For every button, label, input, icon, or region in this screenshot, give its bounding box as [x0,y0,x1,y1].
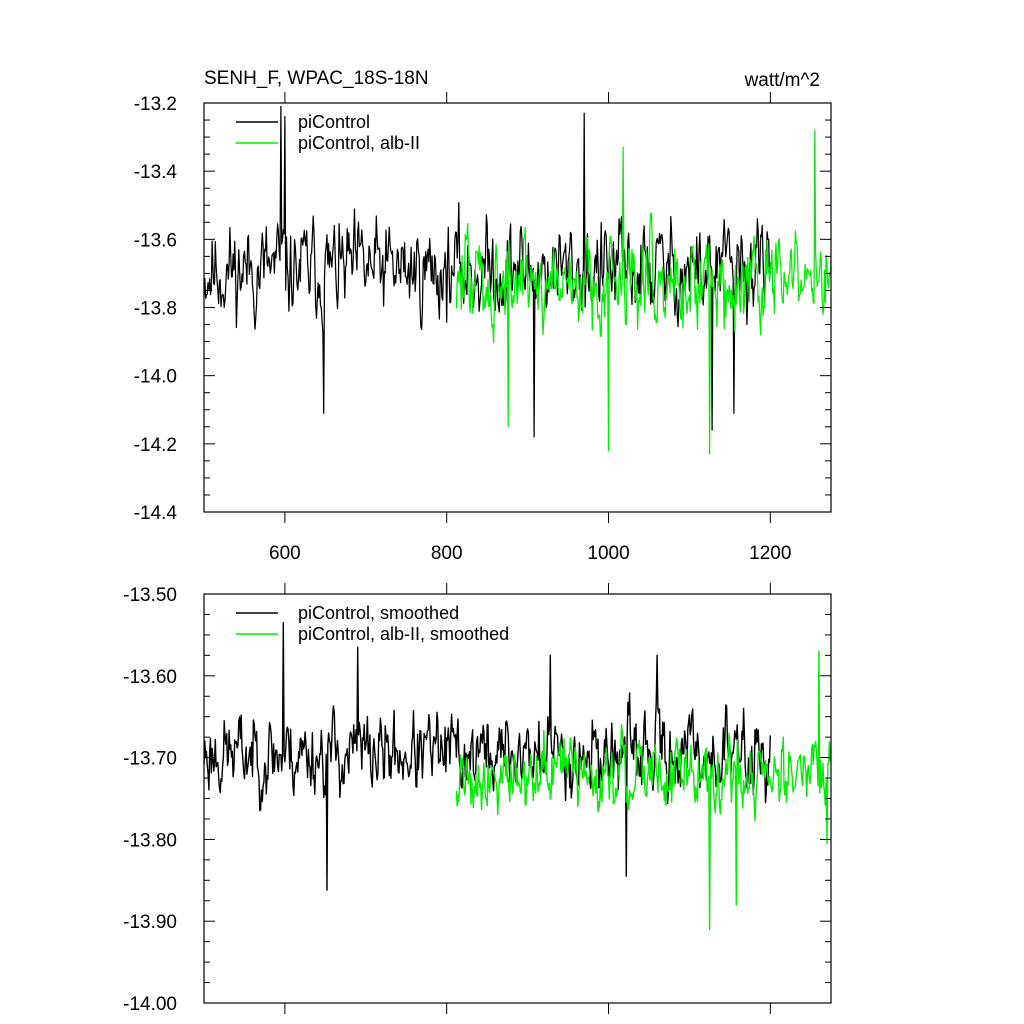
top-ytick-label: -13.6 [134,230,177,251]
bottom-ytick-label: -14.00 [123,994,177,1015]
bottom-ytick-label: -13.60 [123,667,177,688]
bottom-ytick-label: -13.80 [123,830,177,851]
top-series-layer [203,105,832,455]
top-ytick-label: -14.2 [134,435,177,456]
figure-units: watt/m^2 [744,70,820,91]
figure-title: SENH_F, WPAC_18S-18N [204,68,429,89]
top-series-line-2 [455,129,832,455]
top-ytick-label: -14.0 [134,367,177,388]
bottom-legend-label-1: piControl, smoothed [298,603,459,623]
top-ytick-label: -13.8 [134,299,177,320]
bottom-legend-label-2: piControl, alb-II, smoothed [298,624,509,644]
top-ytick-label: -13.4 [134,162,178,183]
bottom-series-line-2 [455,650,832,931]
top-legend-label-2: piControl, alb-II [298,133,420,153]
top-panel: -14.4 -14.2 -14.0 -13.8 -13.6 -13.4 -13.2 600 80… [134,92,832,564]
top-plot-frame [203,102,832,513]
top-ytick-label: -14.4 [134,503,178,524]
top-ytick-label: -13.2 [134,94,177,115]
top-xtick-label: 1000 [587,543,629,564]
top-xtick-label: 1200 [749,543,791,564]
bottom-ytick-label: -13.70 [123,749,177,770]
top-series-line-1 [203,105,771,438]
bottom-ytick-label: -13.90 [123,912,177,933]
top-xtick-label: 800 [431,543,463,564]
bottom-series-layer [203,621,832,931]
bottom-ytick-label: -13.50 [123,585,177,606]
bottom-panel: -14.00 -13.90 -13.80 -13.70 -13.60 -13.50 piC… [123,583,832,1015]
top-xtick-label: 600 [269,543,301,564]
bottom-axis-ticks: -14.00 -13.90 -13.80 -13.70 -13.60 -13.50 [123,583,831,1015]
top-legend-label-1: piControl [298,112,370,132]
bottom-series-line-1 [203,621,771,891]
top-axis-ticks: -14.4 -14.2 -14.0 -13.8 -13.6 -13.4 -13.2 600 80… [134,92,831,564]
